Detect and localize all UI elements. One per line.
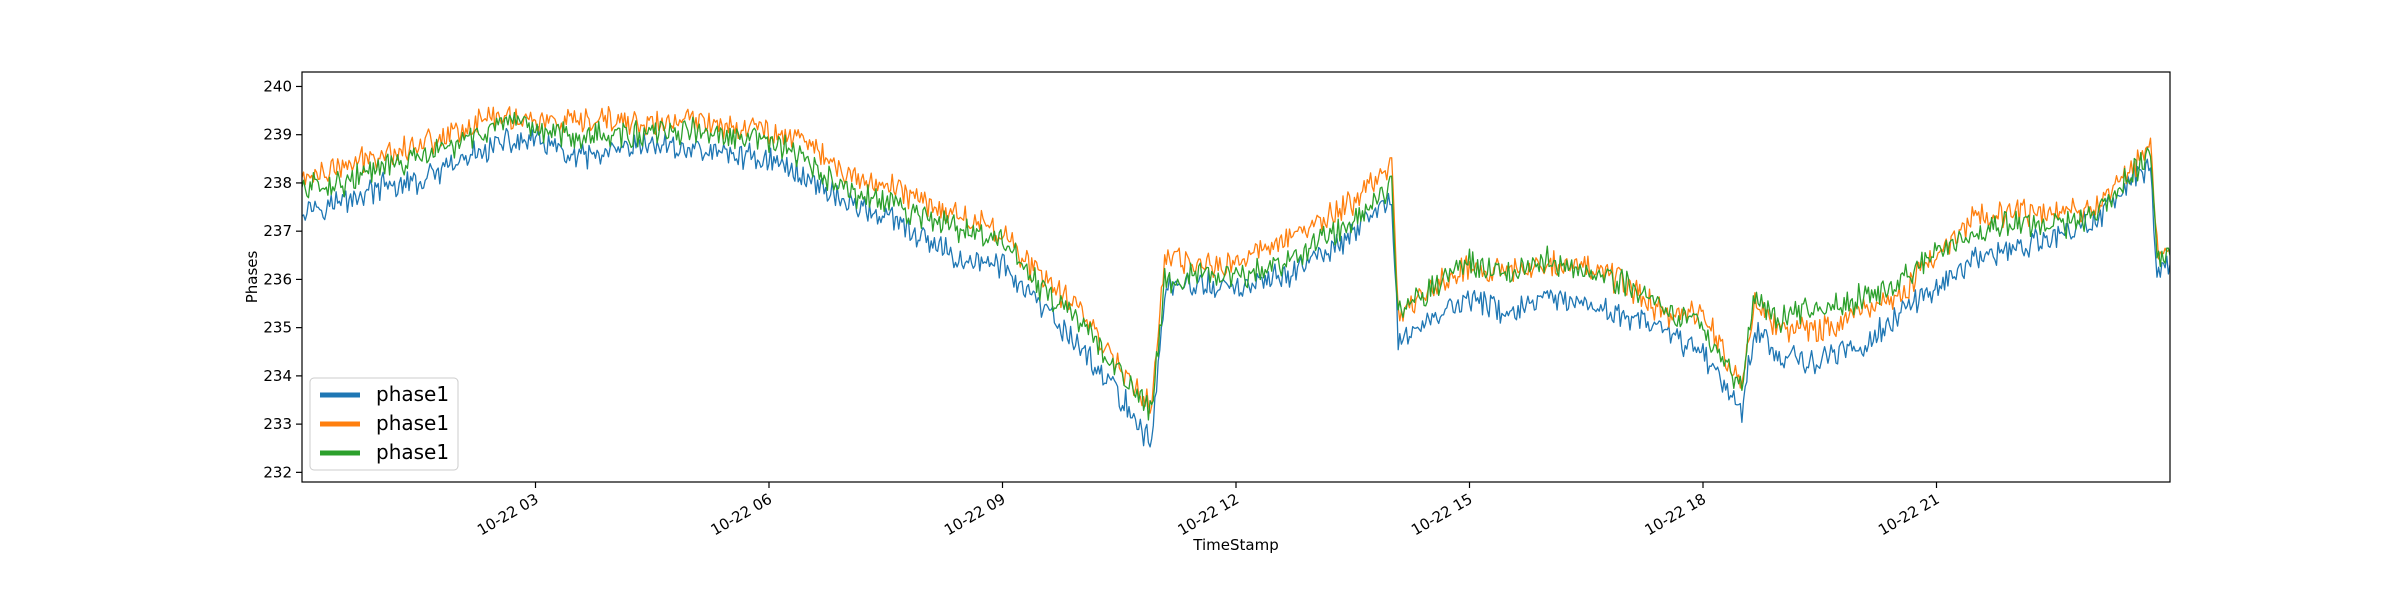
y-tick-label: 233 — [263, 415, 292, 433]
y-axis: 232 233 234 235 236 237 238 239 240 — [263, 77, 302, 481]
y-tick-label: 240 — [263, 77, 292, 95]
y-axis-label: Phases — [243, 251, 261, 304]
legend-label-1: phase1 — [376, 382, 449, 406]
y-tick-label: 237 — [263, 222, 292, 240]
y-tick-label: 236 — [263, 270, 292, 288]
legend-box — [309, 377, 459, 471]
legend-label-2: phase1 — [376, 411, 449, 435]
y-tick-label: 235 — [263, 319, 292, 337]
series-line-3 — [302, 111, 2170, 421]
y-tick-label: 232 — [263, 463, 292, 481]
series-line-2 — [302, 105, 2170, 414]
legend-label-3: phase1 — [376, 440, 449, 464]
y-tick-label: 234 — [263, 367, 292, 385]
y-tick-label: 238 — [263, 174, 292, 192]
x-axis-label: TimeStamp — [1192, 536, 1278, 554]
legend: phase1 phase1 phase1 — [309, 377, 459, 471]
series-line-1 — [302, 125, 2170, 448]
y-tick-label: 239 — [263, 126, 292, 144]
series-layer — [302, 105, 2170, 448]
